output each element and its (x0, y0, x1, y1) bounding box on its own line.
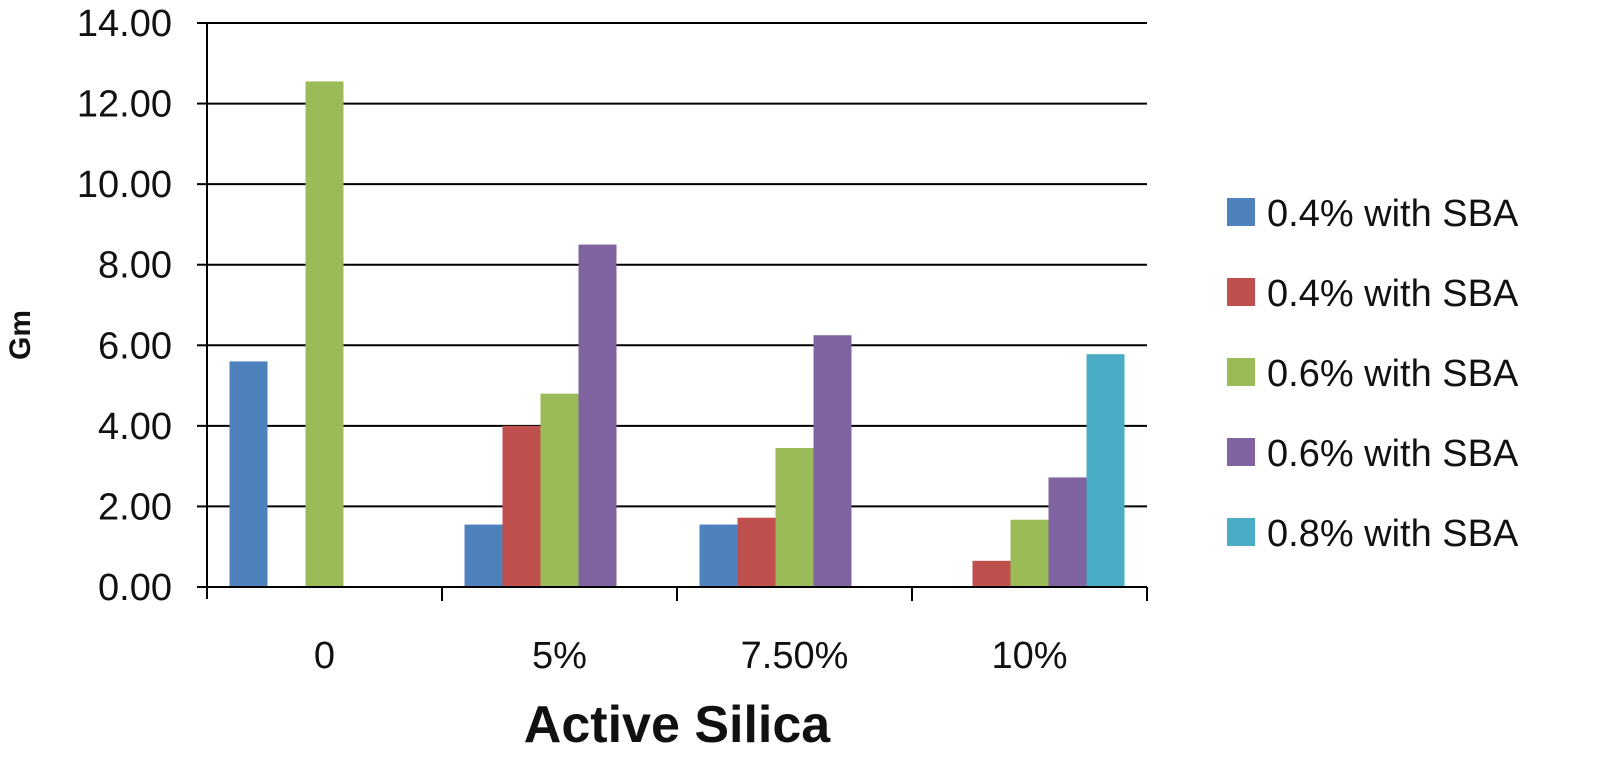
bar (699, 524, 738, 587)
bar (775, 448, 814, 587)
bar (1086, 354, 1125, 587)
bar (464, 524, 503, 587)
legend-swatch (1227, 278, 1255, 306)
legend-label: 0.6% with SBA (1267, 353, 1519, 395)
axes (197, 22, 1148, 601)
y-tick-label: 12.00 (77, 84, 172, 126)
y-axis-title: Gm (4, 310, 37, 360)
bar (813, 335, 852, 587)
legend-swatch (1227, 358, 1255, 386)
legend: 0.4% with SBA 0.4% with SBA 0.6% with SBA 0… (1227, 193, 1519, 555)
gridlines (207, 22, 1147, 508)
legend-swatch (1227, 518, 1255, 546)
bar (540, 393, 579, 587)
y-tick-label: 14.00 (77, 3, 172, 45)
legend-swatch (1227, 198, 1255, 226)
y-tick-label: 2.00 (98, 486, 172, 528)
y-tick-label: 8.00 (98, 245, 172, 287)
legend-item: 0.6% with SBA (1227, 353, 1519, 395)
bar (972, 560, 1011, 587)
x-axis-title: Active Silica (524, 696, 831, 754)
x-tick-label: 10% (991, 635, 1067, 677)
legend-item: 0.8% with SBA (1227, 513, 1519, 555)
x-tick-label: 0 (314, 635, 335, 677)
legend-item: 0.4% with SBA (1227, 193, 1519, 235)
legend-swatch (1227, 438, 1255, 466)
bar (229, 361, 268, 587)
bars (229, 81, 1125, 588)
bar (1048, 477, 1087, 587)
legend-label: 0.4% with SBA (1267, 193, 1519, 235)
legend-item: 0.6% with SBA (1227, 433, 1519, 475)
y-tick-labels: 0.00 2.00 4.00 6.00 8.00 10.00 12.00 14.00 (77, 3, 172, 609)
bar (578, 244, 617, 588)
y-tick-label: 10.00 (77, 164, 172, 206)
bar (502, 425, 541, 587)
y-tick-label: 4.00 (98, 406, 172, 448)
bar (737, 517, 776, 587)
legend-label: 0.8% with SBA (1267, 513, 1519, 555)
legend-item: 0.4% with SBA (1227, 273, 1519, 315)
legend-label: 0.6% with SBA (1267, 433, 1519, 475)
legend-label: 0.4% with SBA (1267, 273, 1519, 315)
x-tick-labels: 0 5% 7.50% 10% (314, 635, 1068, 677)
bar (305, 81, 344, 588)
y-tick-label: 0.00 (98, 567, 172, 609)
bar (1010, 519, 1049, 587)
x-tick-label: 7.50% (741, 635, 849, 677)
x-tick-label: 5% (532, 635, 587, 677)
y-tick-label: 6.00 (98, 325, 172, 367)
